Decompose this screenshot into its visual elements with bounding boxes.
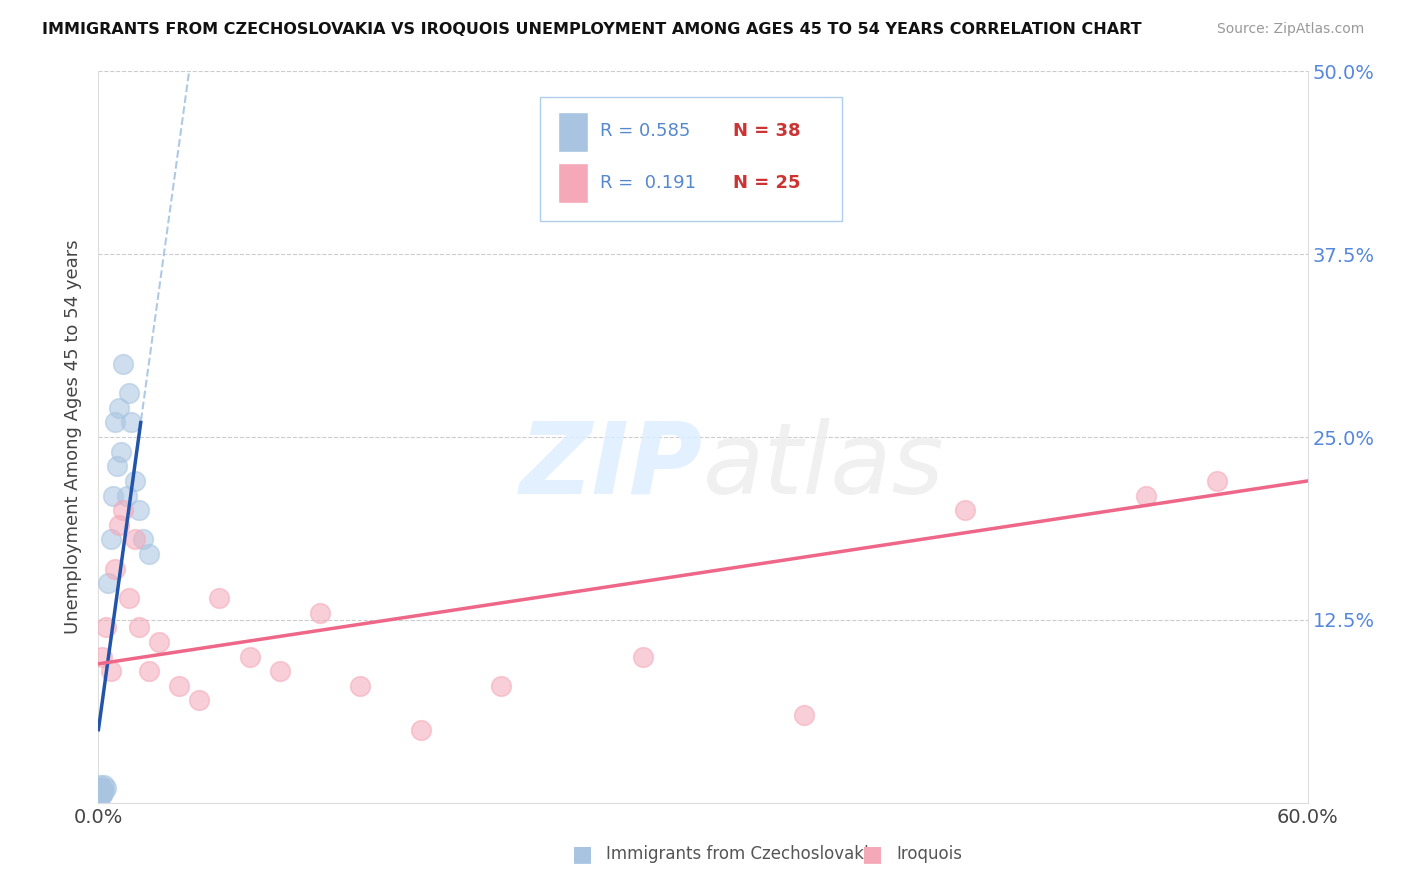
Text: R = 0.585: R = 0.585: [600, 122, 690, 140]
Point: [115, 489, 138, 503]
Point: [97, 576, 120, 591]
Point: [90, 787, 112, 801]
Point: [89, 784, 111, 798]
Point: [100, 664, 122, 678]
Point: [105, 459, 128, 474]
Point: [138, 664, 160, 678]
Point: [91, 781, 114, 796]
Point: [89, 787, 111, 801]
Point: [491, 679, 513, 693]
Point: [128, 620, 150, 634]
Point: [118, 591, 141, 605]
Bar: [558, 162, 588, 203]
Point: [103, 562, 125, 576]
Point: [89, 784, 111, 798]
Point: [91, 787, 114, 801]
Point: [93, 778, 115, 792]
Text: ■: ■: [862, 844, 883, 864]
Point: [167, 679, 190, 693]
Point: [269, 664, 291, 678]
Bar: [558, 112, 588, 152]
Point: [87, 789, 110, 803]
Point: [188, 693, 211, 707]
Point: [91, 649, 114, 664]
Point: [101, 489, 124, 503]
Point: [1206, 474, 1229, 488]
Text: Immigrants from Czechoslovakia: Immigrants from Czechoslovakia: [606, 845, 879, 863]
Point: [91, 789, 114, 803]
Point: [793, 708, 815, 723]
Point: [409, 723, 432, 737]
Point: [118, 386, 141, 401]
Text: atlas: atlas: [703, 417, 945, 515]
Text: N = 25: N = 25: [734, 174, 801, 192]
Point: [89, 781, 111, 796]
Point: [93, 784, 115, 798]
Point: [138, 547, 160, 561]
Text: IMMIGRANTS FROM CZECHOSLOVAKIA VS IROQUOIS UNEMPLOYMENT AMONG AGES 45 TO 54 YEAR: IMMIGRANTS FROM CZECHOSLOVAKIA VS IROQUO…: [42, 22, 1142, 37]
Text: R =  0.191: R = 0.191: [600, 174, 696, 192]
Point: [89, 786, 111, 800]
Point: [128, 503, 150, 517]
FancyBboxPatch shape: [540, 97, 842, 221]
Point: [91, 784, 114, 798]
Point: [89, 778, 111, 792]
Y-axis label: Unemployment Among Ages 45 to 54 years: Unemployment Among Ages 45 to 54 years: [65, 240, 83, 634]
Text: ■: ■: [572, 844, 592, 864]
Point: [100, 533, 122, 547]
Point: [631, 649, 654, 664]
Point: [89, 789, 111, 803]
Point: [96, 781, 118, 796]
Point: [111, 503, 134, 517]
Point: [90, 786, 112, 800]
Point: [309, 606, 332, 620]
Point: [132, 533, 155, 547]
Point: [107, 401, 129, 415]
Point: [349, 679, 371, 693]
Point: [1135, 489, 1157, 503]
Point: [107, 517, 129, 532]
Point: [89, 789, 111, 803]
Point: [120, 416, 142, 430]
Point: [953, 503, 976, 517]
Point: [111, 357, 134, 371]
Point: [124, 533, 146, 547]
Point: [89, 787, 111, 801]
Point: [90, 789, 112, 803]
Text: N = 38: N = 38: [734, 122, 801, 140]
Point: [103, 416, 125, 430]
Point: [90, 786, 112, 800]
Point: [90, 782, 112, 797]
Point: [148, 635, 170, 649]
Text: ZIP: ZIP: [520, 417, 703, 515]
Point: [96, 620, 118, 634]
Text: Source: ZipAtlas.com: Source: ZipAtlas.com: [1216, 22, 1364, 37]
Point: [89, 782, 111, 797]
Point: [110, 444, 132, 458]
Text: Iroquois: Iroquois: [897, 845, 963, 863]
Point: [208, 591, 231, 605]
Point: [124, 474, 146, 488]
Point: [239, 649, 262, 664]
